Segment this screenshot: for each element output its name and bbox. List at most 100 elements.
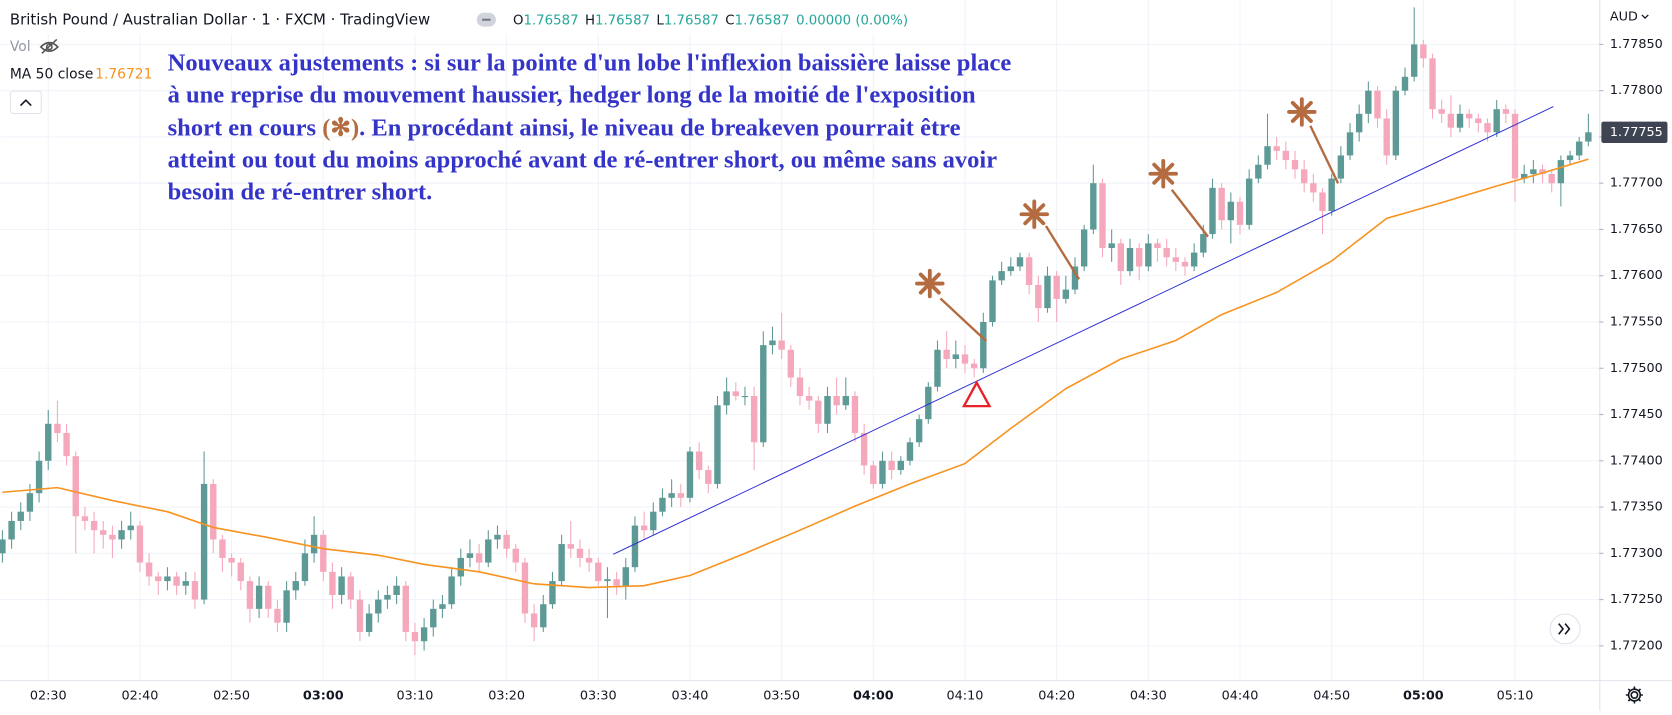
candle-body — [1200, 234, 1207, 253]
candle-body — [1264, 146, 1271, 165]
candle-body — [164, 576, 171, 582]
candle-body — [1392, 90, 1400, 156]
pointer — [1170, 189, 1209, 238]
candle-body — [173, 576, 180, 586]
settings-gear-icon[interactable] — [1625, 686, 1643, 704]
candle-body — [650, 511, 657, 531]
hidden-eye-icon[interactable] — [39, 38, 59, 54]
candle-body — [1502, 109, 1510, 114]
candle-body — [503, 534, 510, 549]
candle-body — [1530, 169, 1537, 174]
candle-body — [439, 604, 446, 609]
candle-body — [118, 530, 125, 540]
candle-body — [1300, 169, 1308, 184]
y-tick-label: 1.77650 — [1610, 222, 1663, 237]
candle-body — [1548, 173, 1555, 184]
candle-body — [540, 604, 547, 628]
candle-body — [274, 608, 281, 623]
candle-body — [1557, 160, 1565, 184]
candle-body — [1484, 123, 1491, 133]
candle-body — [952, 354, 960, 360]
candle-body — [860, 433, 868, 466]
candle-body — [1566, 155, 1574, 161]
x-tick-label: 03:30 — [580, 689, 617, 704]
candle-body — [1135, 247, 1143, 267]
candle-body — [1163, 247, 1170, 258]
candle-body — [567, 544, 574, 549]
candle-body — [1190, 252, 1198, 267]
candle-body — [897, 460, 905, 471]
header-background — [0, 0, 896, 35]
candle-body — [714, 405, 721, 484]
candle-body — [301, 553, 309, 582]
pointer — [1044, 225, 1081, 280]
candle-body — [1218, 187, 1225, 221]
candle-body — [219, 539, 226, 558]
candle-body — [45, 423, 52, 461]
candle-body — [210, 483, 217, 540]
candle-body — [90, 520, 98, 531]
candle-body — [448, 576, 455, 605]
x-tick-label: 05:10 — [1497, 689, 1534, 704]
candle-body — [1520, 173, 1528, 179]
candle-body — [732, 391, 739, 397]
y-tick-label: 1.77450 — [1610, 407, 1663, 422]
candle-body — [17, 511, 24, 521]
candle-body — [356, 599, 364, 632]
x-tick-label: 05:00 — [1403, 689, 1444, 704]
candle-body — [35, 460, 43, 494]
candle-body — [265, 585, 272, 609]
candle-body — [1585, 132, 1592, 142]
candle-body — [0, 539, 6, 554]
candle-body — [1575, 141, 1583, 156]
candle-body — [1282, 150, 1290, 161]
candle-body — [668, 493, 675, 498]
ma-legend-name: MA 50 close — [10, 67, 94, 83]
candle-body — [1227, 201, 1235, 221]
candle-body — [695, 451, 703, 471]
candle-body — [402, 585, 409, 632]
candle-body — [136, 525, 144, 563]
pointer — [1309, 125, 1340, 184]
x-tick-label: 02:50 — [213, 689, 250, 704]
y-tick-label: 1.77700 — [1610, 176, 1663, 191]
ma-legend-value: 1.76721 — [95, 67, 152, 83]
candle-body — [796, 377, 804, 397]
currency-label[interactable]: AUD — [1610, 10, 1638, 25]
y-tick-label: 1.77400 — [1610, 453, 1663, 468]
candle-body — [347, 576, 354, 600]
x-tick-label: 04:30 — [1130, 689, 1167, 704]
candle-body — [54, 423, 61, 434]
candle-body — [980, 322, 987, 369]
legend-toggle-button[interactable] — [9, 90, 42, 115]
candle-body — [494, 534, 501, 540]
candle-body — [705, 470, 712, 484]
pointer — [939, 297, 988, 342]
x-tick-label: 02:40 — [122, 689, 159, 704]
asterisk — [1148, 159, 1178, 189]
y-tick-label: 1.77800 — [1610, 83, 1663, 98]
candle-body — [1172, 257, 1180, 262]
x-tick-label: 03:40 — [672, 689, 709, 704]
candle-body — [393, 585, 400, 595]
candle-body — [292, 581, 299, 591]
y-tick-label: 1.77350 — [1610, 500, 1663, 515]
candle-body — [1025, 257, 1033, 285]
candle-body — [72, 456, 79, 517]
candle-body — [613, 579, 620, 586]
candle-body — [1273, 146, 1280, 151]
plot-area — [0, 0, 1600, 681]
candle-body — [1511, 113, 1519, 179]
ohlc-value: 1.76587 — [523, 13, 578, 28]
candle-body — [723, 391, 730, 406]
candle-body — [384, 594, 391, 600]
candle-body — [1465, 113, 1473, 119]
double-chevron-icon — [1558, 623, 1571, 635]
scroll-to-realtime-button[interactable] — [1549, 613, 1581, 645]
y-tick-label: 1.77500 — [1610, 361, 1663, 376]
candle-body — [246, 581, 254, 609]
candle-body — [833, 396, 840, 406]
candle-body — [475, 553, 483, 563]
candle-body — [1337, 155, 1345, 179]
y-tick-label: 1.77200 — [1610, 638, 1663, 653]
